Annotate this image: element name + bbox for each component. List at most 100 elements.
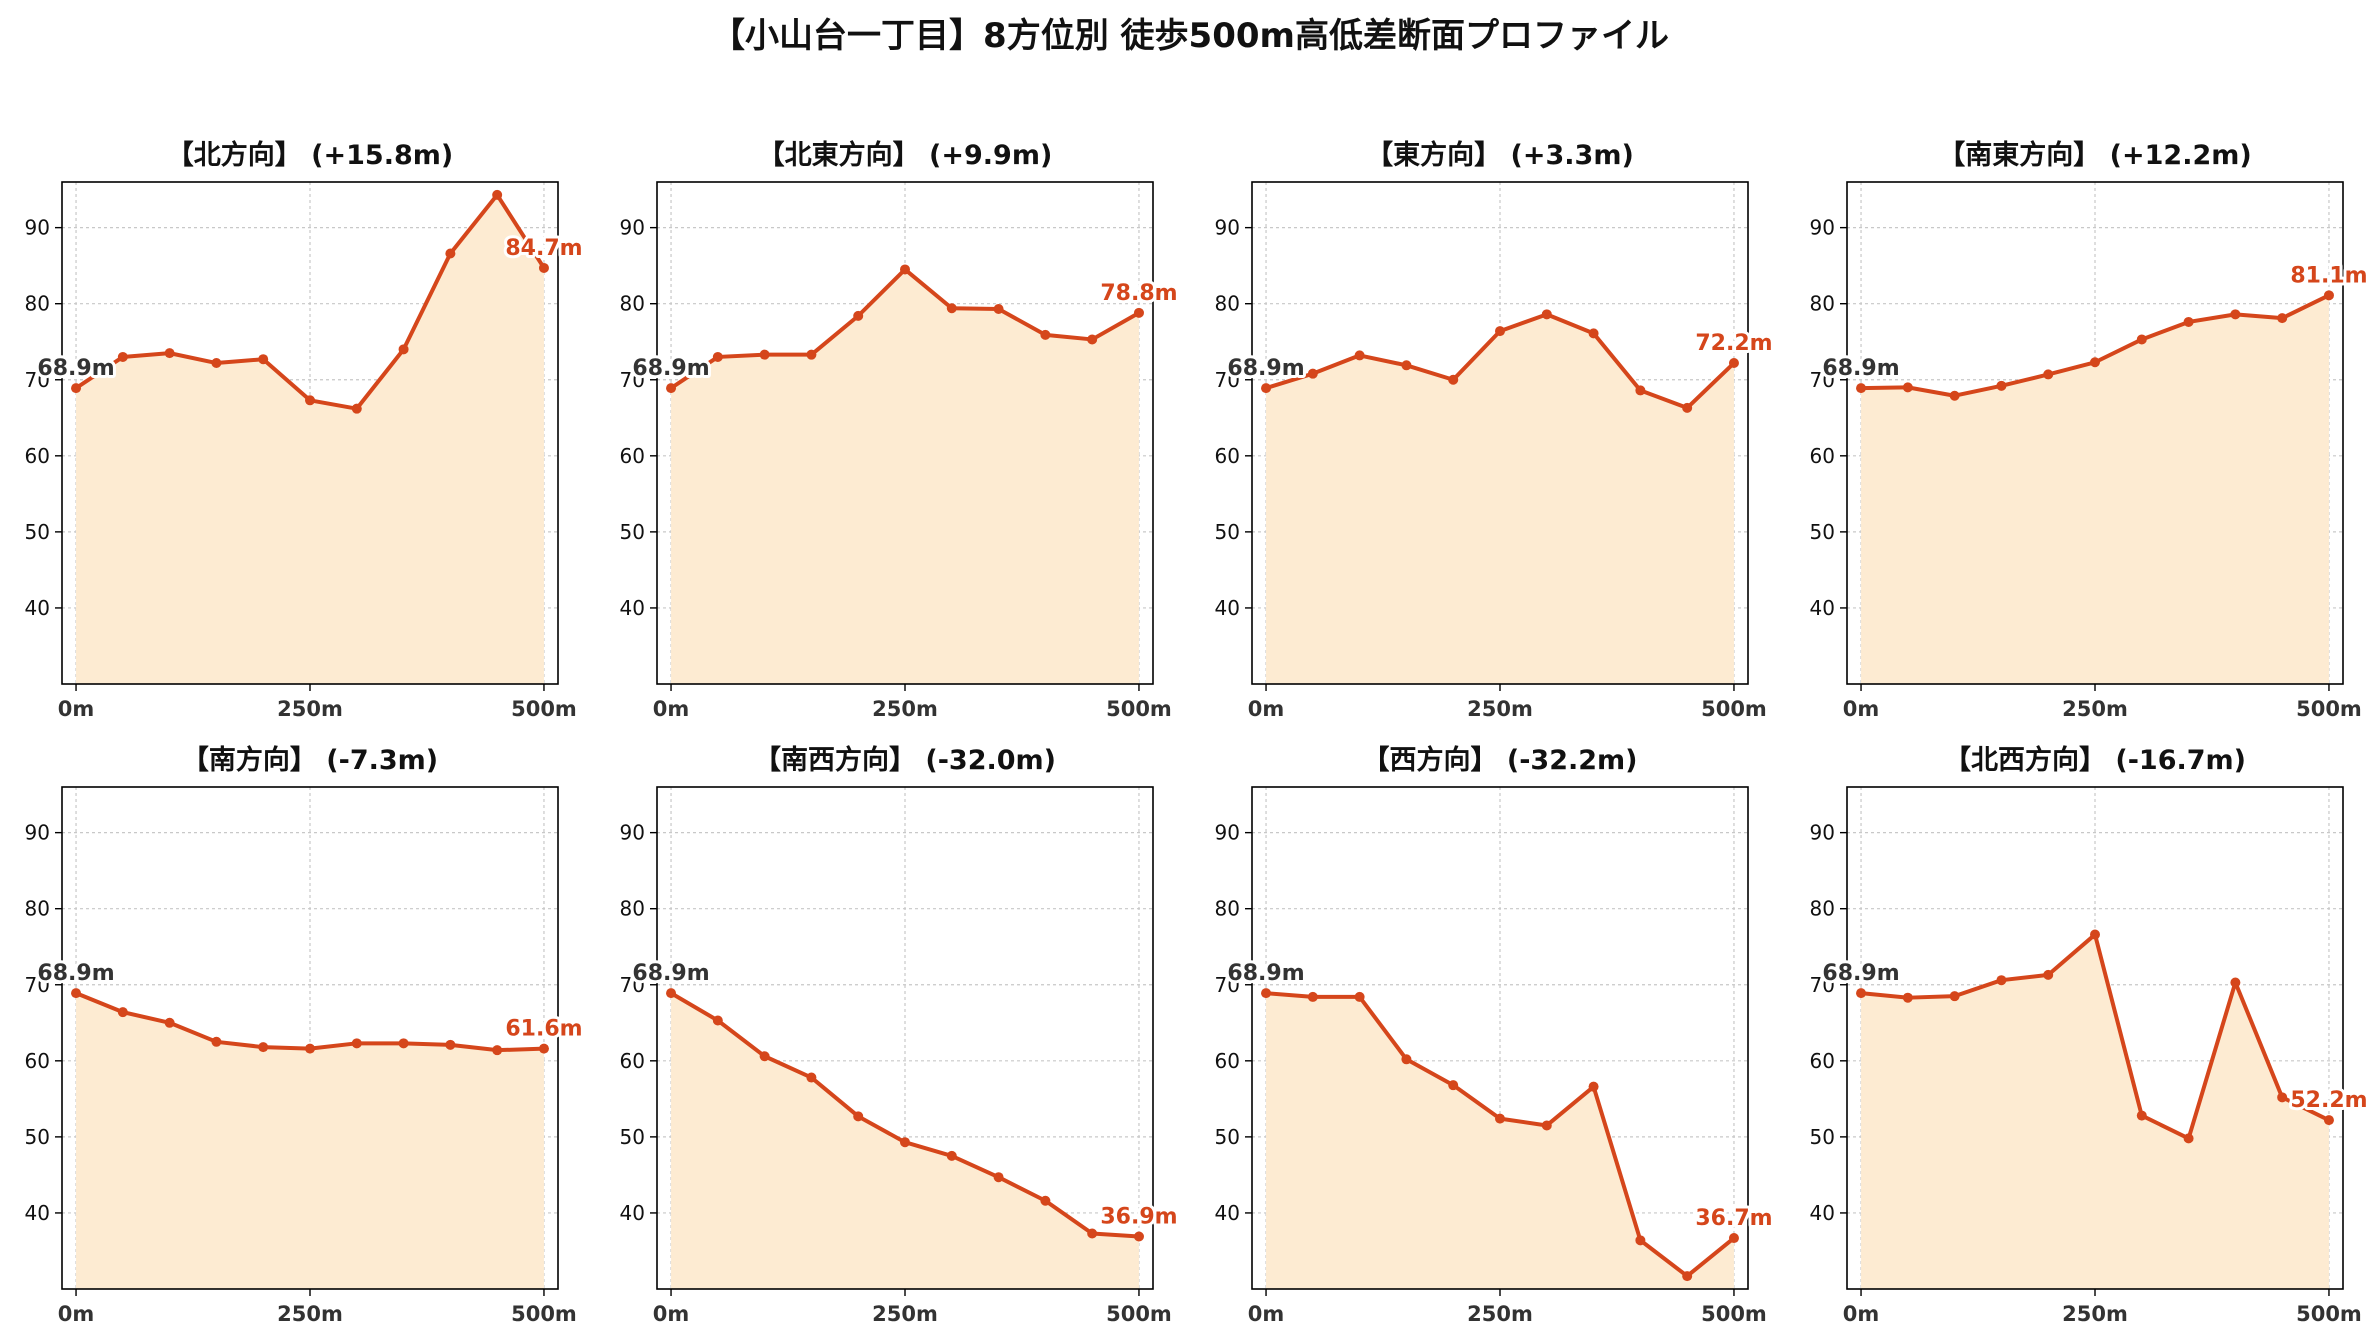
elevation-point: [258, 1042, 269, 1053]
elevation-point: [2090, 357, 2100, 368]
y-tick-label: 90: [620, 821, 645, 845]
start-elevation-label: 68.9m: [1227, 356, 1304, 381]
elevation-point: [1401, 360, 1412, 371]
elevation-point: [946, 1150, 957, 1161]
elevation-point: [71, 988, 82, 999]
elevation-point: [1902, 992, 1913, 1003]
elevation-point: [712, 1015, 723, 1026]
elevation-area-fill: [76, 993, 544, 1289]
y-tick-label: 80: [620, 897, 645, 921]
start-elevation-label: 68.9m: [632, 961, 709, 986]
y-tick-label: 80: [1215, 292, 1240, 316]
x-tick-label: 500m: [511, 1302, 577, 1326]
elevation-point: [1541, 309, 1552, 320]
elevation-point: [1682, 1271, 1693, 1282]
x-tick-label: 250m: [872, 697, 938, 721]
y-tick-label: 90: [1215, 821, 1240, 845]
elevation-point: [1682, 402, 1693, 413]
x-tick-label: 250m: [1467, 1302, 1533, 1326]
y-tick-label: 80: [1810, 897, 1835, 921]
y-tick-label: 70: [620, 368, 645, 392]
elevation-point: [853, 310, 864, 321]
y-tick-label: 70: [1810, 973, 1835, 997]
elevation-area-fill: [1266, 993, 1734, 1289]
elevation-point: [2090, 929, 2100, 940]
panel-title: 【北西方向】 (-16.7m): [1944, 744, 2246, 776]
elevation-point: [759, 349, 770, 360]
elevation-point: [666, 383, 677, 394]
start-elevation-label: 68.9m: [632, 356, 709, 381]
elevation-point: [1133, 307, 1144, 318]
y-tick-label: 50: [25, 1125, 50, 1149]
y-tick-label: 40: [620, 596, 645, 620]
x-tick-label: 0m: [1248, 1302, 1285, 1326]
y-tick-label: 90: [25, 821, 50, 845]
elevation-point: [712, 351, 723, 362]
elevation-point: [1040, 1195, 1051, 1206]
panel-title: 【南西方向】 (-32.0m): [754, 744, 1056, 776]
elevation-point: [2136, 1110, 2147, 1121]
elevation-area-fill: [671, 269, 1139, 684]
elevation-panel-north: 【北方向】 (+15.8m) 40 50 60 70 80 90 0m 250m 500m 68.9…: [0, 130, 595, 730]
x-tick-label: 250m: [1467, 697, 1533, 721]
elevation-point: [666, 988, 677, 999]
elevation-point: [2277, 1092, 2288, 1103]
elevation-panel-west: 【西方向】 (-32.2m) 40 50 60 70 80 90 0m 250m 500m 68.9…: [1190, 735, 1785, 1340]
elevation-point: [305, 1043, 315, 1054]
y-tick-label: 90: [1810, 216, 1835, 240]
elevation-point: [1856, 988, 1867, 999]
elevation-point: [1354, 350, 1365, 361]
elevation-point: [2183, 316, 2194, 327]
y-tick-label: 80: [25, 897, 50, 921]
start-elevation-label: 68.9m: [1227, 961, 1304, 986]
y-tick-label: 70: [1215, 973, 1240, 997]
y-tick-label: 80: [1215, 897, 1240, 921]
x-tick-label: 500m: [2296, 1302, 2362, 1326]
x-tick-label: 500m: [1106, 697, 1172, 721]
y-tick-label: 40: [1215, 596, 1240, 620]
elevation-area-fill: [1861, 934, 2329, 1289]
panel-title: 【南方向】 (-7.3m): [182, 744, 438, 776]
start-elevation-label: 68.9m: [1822, 356, 1899, 381]
x-tick-label: 500m: [1701, 1302, 1767, 1326]
x-tick-label: 0m: [58, 1302, 95, 1326]
y-tick-label: 90: [25, 216, 50, 240]
x-tick-label: 0m: [1843, 697, 1880, 721]
y-tick-label: 60: [1215, 444, 1240, 468]
elevation-point: [258, 354, 269, 365]
x-tick-label: 0m: [1248, 697, 1285, 721]
panel-title: 【東方向】 (+3.3m): [1366, 139, 1634, 171]
y-tick-label: 50: [1810, 520, 1835, 544]
elevation-point: [2230, 977, 2241, 988]
x-tick-label: 250m: [2062, 697, 2128, 721]
y-tick-label: 60: [1810, 444, 1835, 468]
y-tick-label: 70: [1810, 368, 1835, 392]
elevation-point: [1133, 1231, 1144, 1242]
elevation-point: [1354, 991, 1365, 1002]
elevation-point: [2043, 369, 2054, 380]
elevation-point: [351, 403, 362, 414]
x-tick-label: 500m: [1106, 1302, 1172, 1326]
x-tick-label: 0m: [653, 697, 690, 721]
end-elevation-label: 61.6m: [505, 1017, 582, 1042]
elevation-point: [1902, 382, 1913, 393]
y-tick-label: 50: [1215, 520, 1240, 544]
elevation-point: [1261, 988, 1272, 999]
y-tick-label: 90: [620, 216, 645, 240]
y-tick-label: 70: [1215, 368, 1240, 392]
elevation-point: [2323, 1115, 2334, 1126]
y-tick-label: 60: [620, 444, 645, 468]
elevation-point: [1401, 1054, 1412, 1065]
elevation-point: [1635, 385, 1646, 396]
y-tick-label: 40: [25, 596, 50, 620]
y-tick-label: 60: [620, 1049, 645, 1073]
elevation-point: [538, 262, 549, 273]
elevation-area-fill: [76, 194, 544, 684]
x-tick-label: 250m: [277, 1302, 343, 1326]
elevation-point: [993, 1172, 1004, 1183]
elevation-point: [1856, 383, 1867, 394]
elevation-point: [305, 395, 315, 406]
elevation-point: [2277, 313, 2288, 324]
x-tick-label: 0m: [653, 1302, 690, 1326]
y-tick-label: 70: [25, 368, 50, 392]
